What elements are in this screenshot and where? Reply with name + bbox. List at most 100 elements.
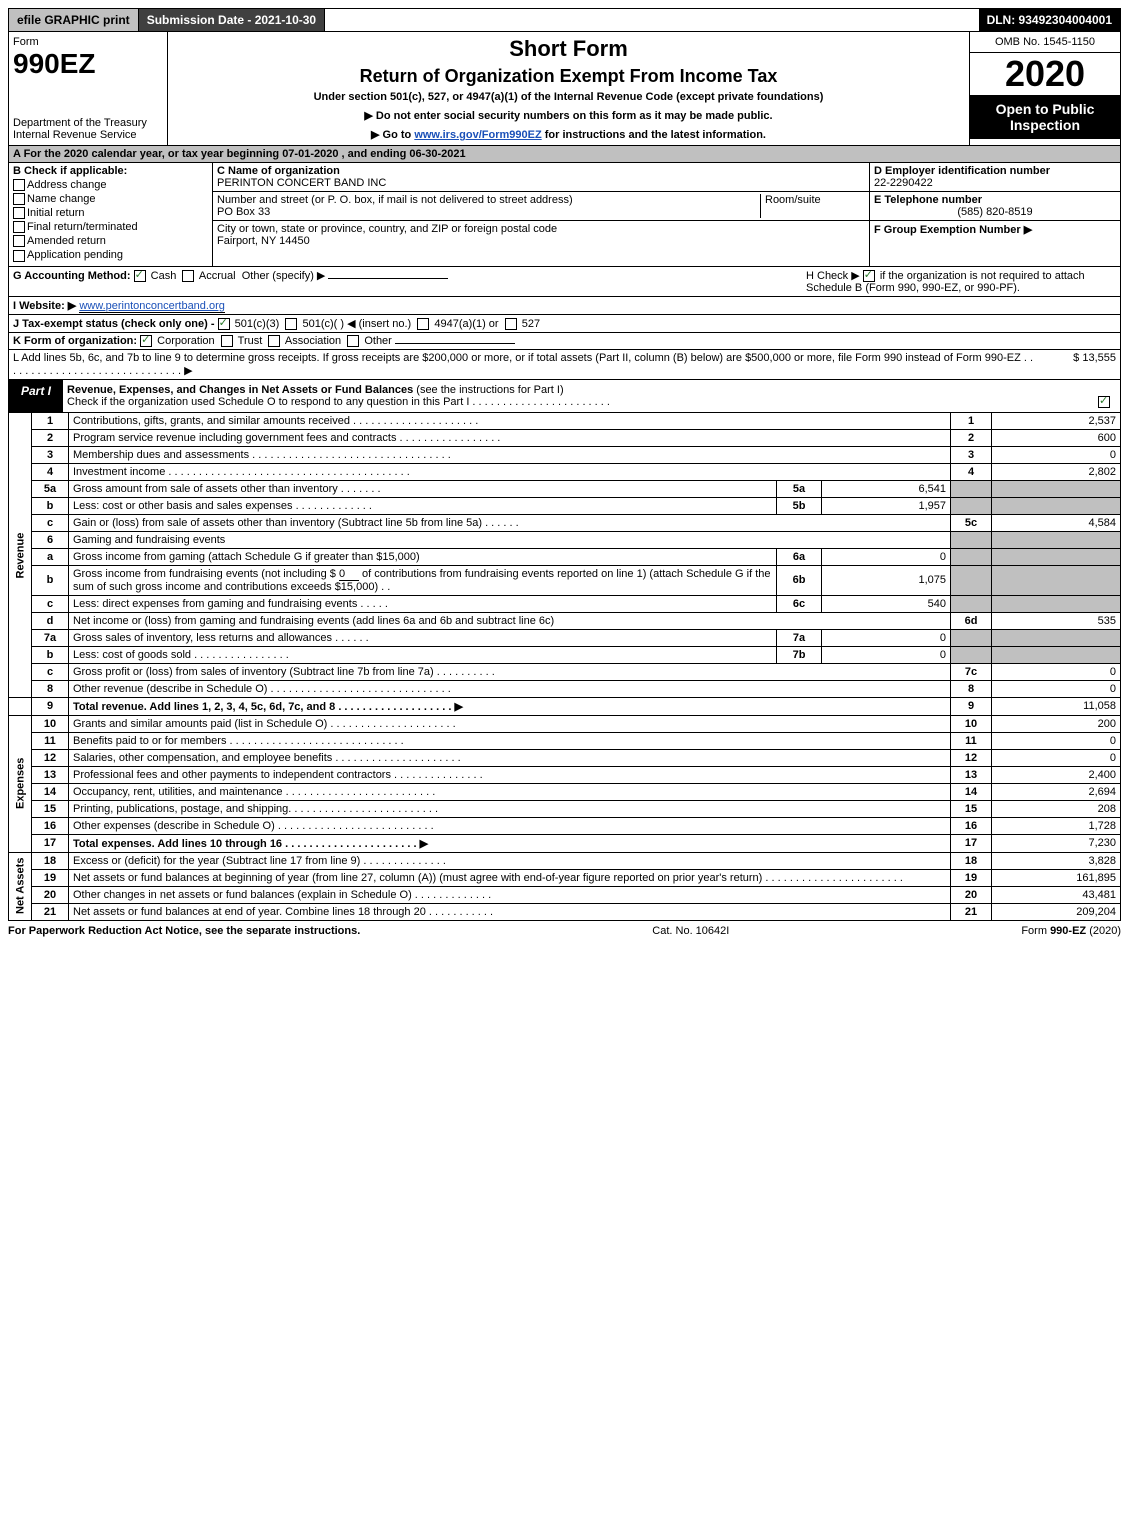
- table-row: Net Assets 18 Excess or (deficit) for th…: [9, 852, 1121, 869]
- table-row: 4 Investment income . . . . . . . . . . …: [9, 463, 1121, 480]
- block-b-to-f: B Check if applicable: Address change Na…: [8, 163, 1121, 267]
- header-center: Short Form Return of Organization Exempt…: [168, 32, 970, 145]
- table-row: a Gross income from gaming (attach Sched…: [9, 548, 1121, 565]
- city-value: Fairport, NY 14450: [217, 235, 310, 247]
- street-label: Number and street (or P. O. box, if mail…: [217, 194, 573, 206]
- chk-address-change[interactable]: Address change: [13, 179, 208, 191]
- other-specify-input[interactable]: [328, 278, 448, 279]
- open-public-inspection: Open to Public Inspection: [970, 95, 1120, 139]
- table-row: 17 Total expenses. Add lines 10 through …: [9, 834, 1121, 852]
- b-title: B Check if applicable:: [13, 165, 208, 177]
- chk-association[interactable]: [268, 335, 280, 347]
- table-row: c Less: direct expenses from gaming and …: [9, 595, 1121, 612]
- line-text: Contributions, gifts, grants, and simila…: [69, 413, 951, 430]
- irs-link[interactable]: www.irs.gov/Form990EZ: [414, 129, 541, 141]
- row-j-tax-exempt: J Tax-exempt status (check only one) - 5…: [8, 315, 1121, 333]
- line-num: 1: [32, 413, 69, 430]
- tax-year: 2020: [970, 53, 1120, 95]
- form-under: Under section 501(c), 527, or 4947(a)(1)…: [172, 91, 965, 103]
- footer-right: Form 990-EZ (2020): [1021, 925, 1121, 937]
- page-footer: For Paperwork Reduction Act Notice, see …: [8, 921, 1121, 941]
- table-row: b Less: cost or other basis and sales ex…: [9, 497, 1121, 514]
- part-1-subtitle: (see the instructions for Part I): [416, 384, 563, 396]
- d-label: D Employer identification number: [874, 165, 1050, 177]
- form-word: Form: [13, 36, 163, 48]
- website-link[interactable]: www.perintonconcertband.org: [79, 300, 225, 313]
- chk-name-change[interactable]: Name change: [13, 193, 208, 205]
- chk-amended-return[interactable]: Amended return: [13, 235, 208, 247]
- dept-irs: Internal Revenue Service: [13, 129, 163, 141]
- row-k-org-form: K Form of organization: Corporation Trus…: [8, 333, 1121, 350]
- table-row: 12 Salaries, other compensation, and emp…: [9, 749, 1121, 766]
- room-suite-label: Room/suite: [760, 194, 865, 218]
- chk-501c3[interactable]: [218, 318, 230, 330]
- table-row: 13 Professional fees and other payments …: [9, 766, 1121, 783]
- table-row: 15 Printing, publications, postage, and …: [9, 800, 1121, 817]
- form-title: Short Form: [172, 36, 965, 62]
- table-row: 21 Net assets or fund balances at end of…: [9, 903, 1121, 920]
- table-row: 5a Gross amount from sale of assets othe…: [9, 480, 1121, 497]
- table-row: 20 Other changes in net assets or fund b…: [9, 886, 1121, 903]
- l-text: L Add lines 5b, 6c, and 7b to line 9 to …: [13, 352, 1036, 377]
- table-row: 2 Program service revenue including gove…: [9, 429, 1121, 446]
- l-amount: $ 13,555: [1036, 352, 1116, 377]
- part-1-tab: Part I: [9, 380, 63, 412]
- other-org-input[interactable]: [395, 343, 515, 344]
- part-1-check[interactable]: [1090, 380, 1120, 412]
- ein-value: 22-2290422: [874, 177, 933, 189]
- city-label: City or town, state or province, country…: [217, 223, 557, 235]
- submission-date: Submission Date - 2021-10-30: [139, 9, 325, 31]
- omb-number: OMB No. 1545-1150: [970, 32, 1120, 53]
- chk-corporation[interactable]: [140, 335, 152, 347]
- f-label: F Group Exemption Number ▶: [874, 224, 1032, 236]
- org-name: PERINTON CONCERT BAND INC: [217, 177, 386, 189]
- line-amount: 2,537: [992, 413, 1121, 430]
- part-1-check-text: Check if the organization used Schedule …: [67, 396, 610, 408]
- top-bar: efile GRAPHIC print Submission Date - 20…: [8, 8, 1121, 32]
- chk-trust[interactable]: [221, 335, 233, 347]
- chk-accrual[interactable]: [182, 270, 194, 282]
- line-6b-text: Gross income from fundraising events (no…: [69, 565, 777, 595]
- h-check: H Check ▶ if the organization is not req…: [806, 269, 1116, 294]
- row-g-h: G Accounting Method: Cash Accrual Other …: [8, 267, 1121, 297]
- side-label-revenue: Revenue: [9, 413, 32, 698]
- side-label-net-assets: Net Assets: [9, 852, 32, 920]
- dept-treasury: Department of the Treasury: [13, 117, 163, 129]
- i-label: I Website: ▶: [13, 300, 76, 312]
- footer-left: For Paperwork Reduction Act Notice, see …: [8, 925, 360, 937]
- table-row: b Gross income from fundraising events (…: [9, 565, 1121, 595]
- line-6b-fill[interactable]: 0: [339, 568, 359, 581]
- k-label: K Form of organization:: [13, 335, 137, 347]
- chk-4947[interactable]: [417, 318, 429, 330]
- table-row: Revenue 1 Contributions, gifts, grants, …: [9, 413, 1121, 430]
- phone-value: (585) 820-8519: [874, 206, 1116, 218]
- side-label-expenses: Expenses: [9, 715, 32, 852]
- chk-527[interactable]: [505, 318, 517, 330]
- part-1-table: Revenue 1 Contributions, gifts, grants, …: [8, 413, 1121, 921]
- note2-post: for instructions and the latest informat…: [542, 129, 766, 141]
- chk-other-org[interactable]: [347, 335, 359, 347]
- col-c-org: C Name of organization PERINTON CONCERT …: [213, 163, 869, 266]
- chk-cash[interactable]: [134, 270, 146, 282]
- table-row: 8 Other revenue (describe in Schedule O)…: [9, 680, 1121, 697]
- e-label: E Telephone number: [874, 194, 982, 206]
- g-label: G Accounting Method:: [13, 270, 131, 282]
- col-b-checkboxes: B Check if applicable: Address change Na…: [9, 163, 213, 266]
- j-label: J Tax-exempt status (check only one) -: [13, 318, 215, 330]
- table-row: b Less: cost of goods sold . . . . . . .…: [9, 646, 1121, 663]
- table-row: 14 Occupancy, rent, utilities, and maint…: [9, 783, 1121, 800]
- header-left: Form 990EZ Department of the Treasury In…: [9, 32, 168, 145]
- chk-schedule-b[interactable]: [863, 270, 875, 282]
- part-1-title: Revenue, Expenses, and Changes in Net As…: [67, 384, 413, 396]
- efile-print-button[interactable]: efile GRAPHIC print: [9, 9, 139, 31]
- chk-initial-return[interactable]: Initial return: [13, 207, 208, 219]
- table-row: d Net income or (loss) from gaming and f…: [9, 612, 1121, 629]
- g-accounting: G Accounting Method: Cash Accrual Other …: [13, 269, 806, 294]
- form-number: 990EZ: [13, 48, 163, 80]
- chk-final-return[interactable]: Final return/terminated: [13, 221, 208, 233]
- chk-501c[interactable]: [285, 318, 297, 330]
- chk-application-pending[interactable]: Application pending: [13, 249, 208, 261]
- table-row: Expenses 10 Grants and similar amounts p…: [9, 715, 1121, 732]
- col-d-e-f: D Employer identification number 22-2290…: [869, 163, 1120, 266]
- part-1-title-block: Revenue, Expenses, and Changes in Net As…: [63, 380, 1090, 412]
